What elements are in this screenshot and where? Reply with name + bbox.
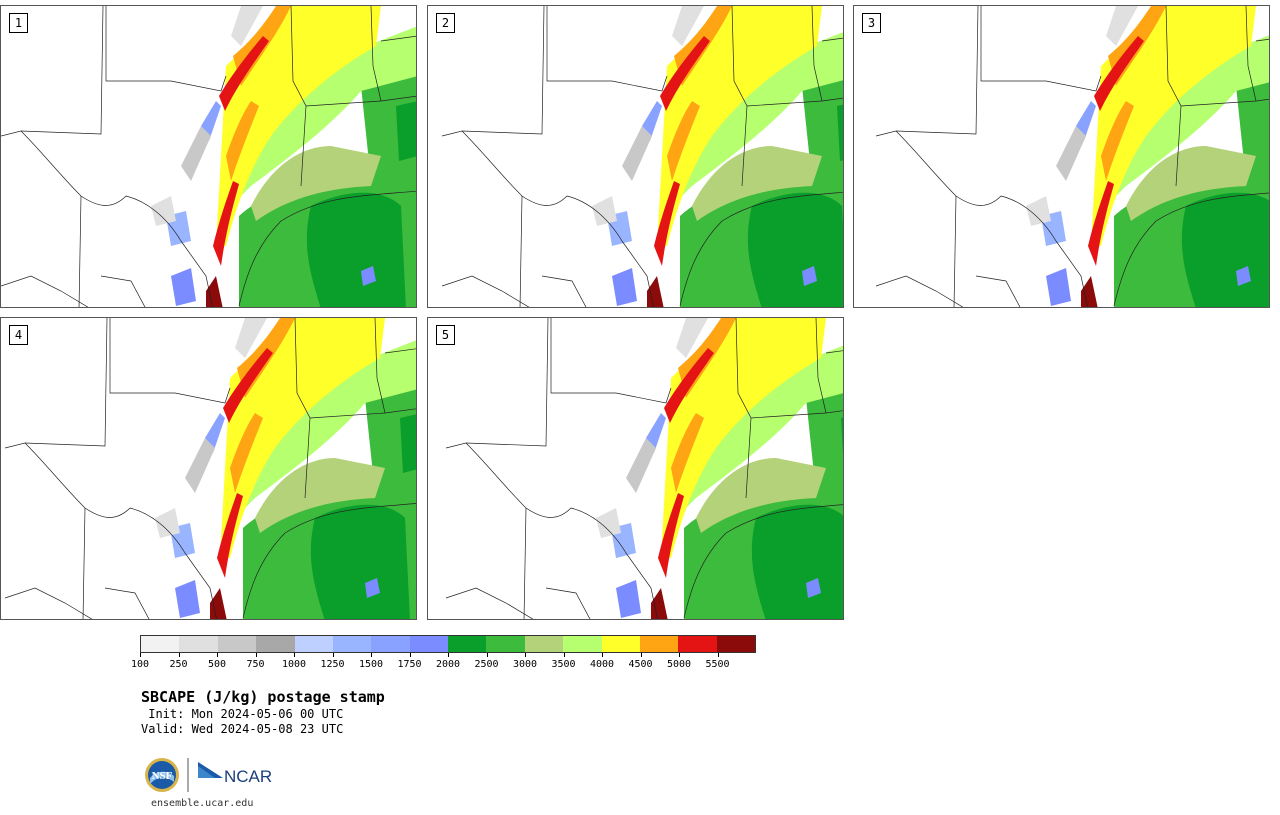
colorbar-tick-label: 1750 — [397, 659, 422, 670]
colorbar-swatch — [639, 636, 679, 652]
colorbar-swatch — [563, 636, 602, 652]
valid-time: Valid: Wed 2024-05-08 23 UTC — [141, 722, 344, 736]
colorbar-tick-label: 100 — [130, 659, 150, 670]
colorbar-tick-mark — [602, 653, 603, 657]
colorbar-swatch — [486, 636, 525, 652]
colorbar-swatch — [179, 636, 218, 652]
svg-text:NSF: NSF — [152, 770, 173, 782]
colorbar-swatch — [217, 636, 257, 652]
panel-label: 1 — [9, 13, 28, 33]
colorbar-tick-mark — [294, 653, 295, 657]
colorbar-tick-label: 1500 — [358, 659, 384, 670]
colorbar-swatch — [256, 636, 295, 652]
colorbar-tick-mark — [371, 653, 372, 657]
init-time: Init: Mon 2024-05-06 00 UTC — [141, 707, 344, 721]
colorbar — [140, 635, 756, 653]
colorbar-tick-label: 4000 — [589, 659, 615, 670]
colorbar-tick-label: 1000 — [281, 659, 307, 670]
colorbar-swatch — [678, 636, 717, 652]
source-url: ensemble.ucar.edu — [151, 798, 254, 809]
colorbar-tick-mark — [178, 653, 180, 657]
colorbar-tick-mark — [679, 653, 680, 657]
colorbar-tick-mark — [448, 653, 449, 657]
sbcape-map — [445, 318, 843, 619]
colorbar-tick-mark — [140, 653, 141, 657]
ncar-logo-icon: NCAR — [198, 762, 272, 786]
colorbar-tick-label: 250 — [169, 659, 188, 670]
product-title: SBCAPE (J/kg) postage stamp — [141, 688, 385, 706]
colorbar-tick-mark — [217, 653, 218, 657]
colorbar-swatch — [716, 636, 755, 652]
colorbar-tick-label: 500 — [207, 659, 227, 670]
sbcape-map — [1, 6, 416, 307]
colorbar-swatch — [448, 636, 487, 652]
colorbar-tick-label: 5000 — [666, 659, 692, 670]
colorbar-tick-label: 750 — [246, 659, 265, 670]
colorbar-tick-mark — [563, 653, 565, 657]
panel-label: 3 — [862, 13, 881, 33]
map-panel-4: 4 — [0, 317, 417, 620]
colorbar-tick-mark — [717, 653, 719, 657]
colorbar-tick-label: 2500 — [474, 659, 499, 670]
colorbar-tick-mark — [486, 653, 488, 657]
colorbar-tick-mark — [409, 653, 411, 657]
nsf-logo-icon: NSF — [145, 758, 179, 792]
colorbar-tick-label: 4500 — [628, 659, 653, 670]
colorbar-swatch — [141, 636, 180, 652]
map-panel-2: 2 — [427, 5, 844, 308]
panel-label: 4 — [9, 325, 28, 345]
colorbar-tick-mark — [640, 653, 642, 657]
colorbar-tick-label: 3000 — [512, 659, 538, 670]
colorbar-tick-label: 5500 — [705, 659, 730, 670]
colorbar-swatch — [524, 636, 564, 652]
colorbar-tick-label: 3500 — [551, 659, 576, 670]
colorbar-swatch — [409, 636, 448, 652]
sponsor-logos: NSF NCAR — [143, 756, 278, 794]
sbcape-map — [441, 6, 843, 307]
colorbar-tick-mark — [332, 653, 334, 657]
panel-label: 5 — [436, 325, 455, 345]
map-panel-3: 3 — [853, 5, 1270, 308]
sbcape-map — [4, 318, 416, 619]
colorbar-swatch — [294, 636, 333, 652]
sbcape-map — [875, 6, 1269, 307]
colorbar-swatch — [371, 636, 410, 652]
svg-text:NCAR: NCAR — [224, 767, 272, 786]
colorbar-tick-label: 2000 — [435, 659, 461, 670]
colorbar-tick-label: 1250 — [320, 659, 345, 670]
panel-label: 2 — [436, 13, 455, 33]
colorbar-tick-mark — [255, 653, 257, 657]
map-panel-1: 1 — [0, 5, 417, 308]
colorbar-ticks: 100 250 500 750 1000 1250 1500 1750 2000 2500 3000… — [131, 653, 756, 673]
colorbar-swatch — [332, 636, 372, 652]
map-panel-5: 5 — [427, 317, 844, 620]
colorbar-tick-mark — [525, 653, 526, 657]
colorbar-swatch — [601, 636, 640, 652]
